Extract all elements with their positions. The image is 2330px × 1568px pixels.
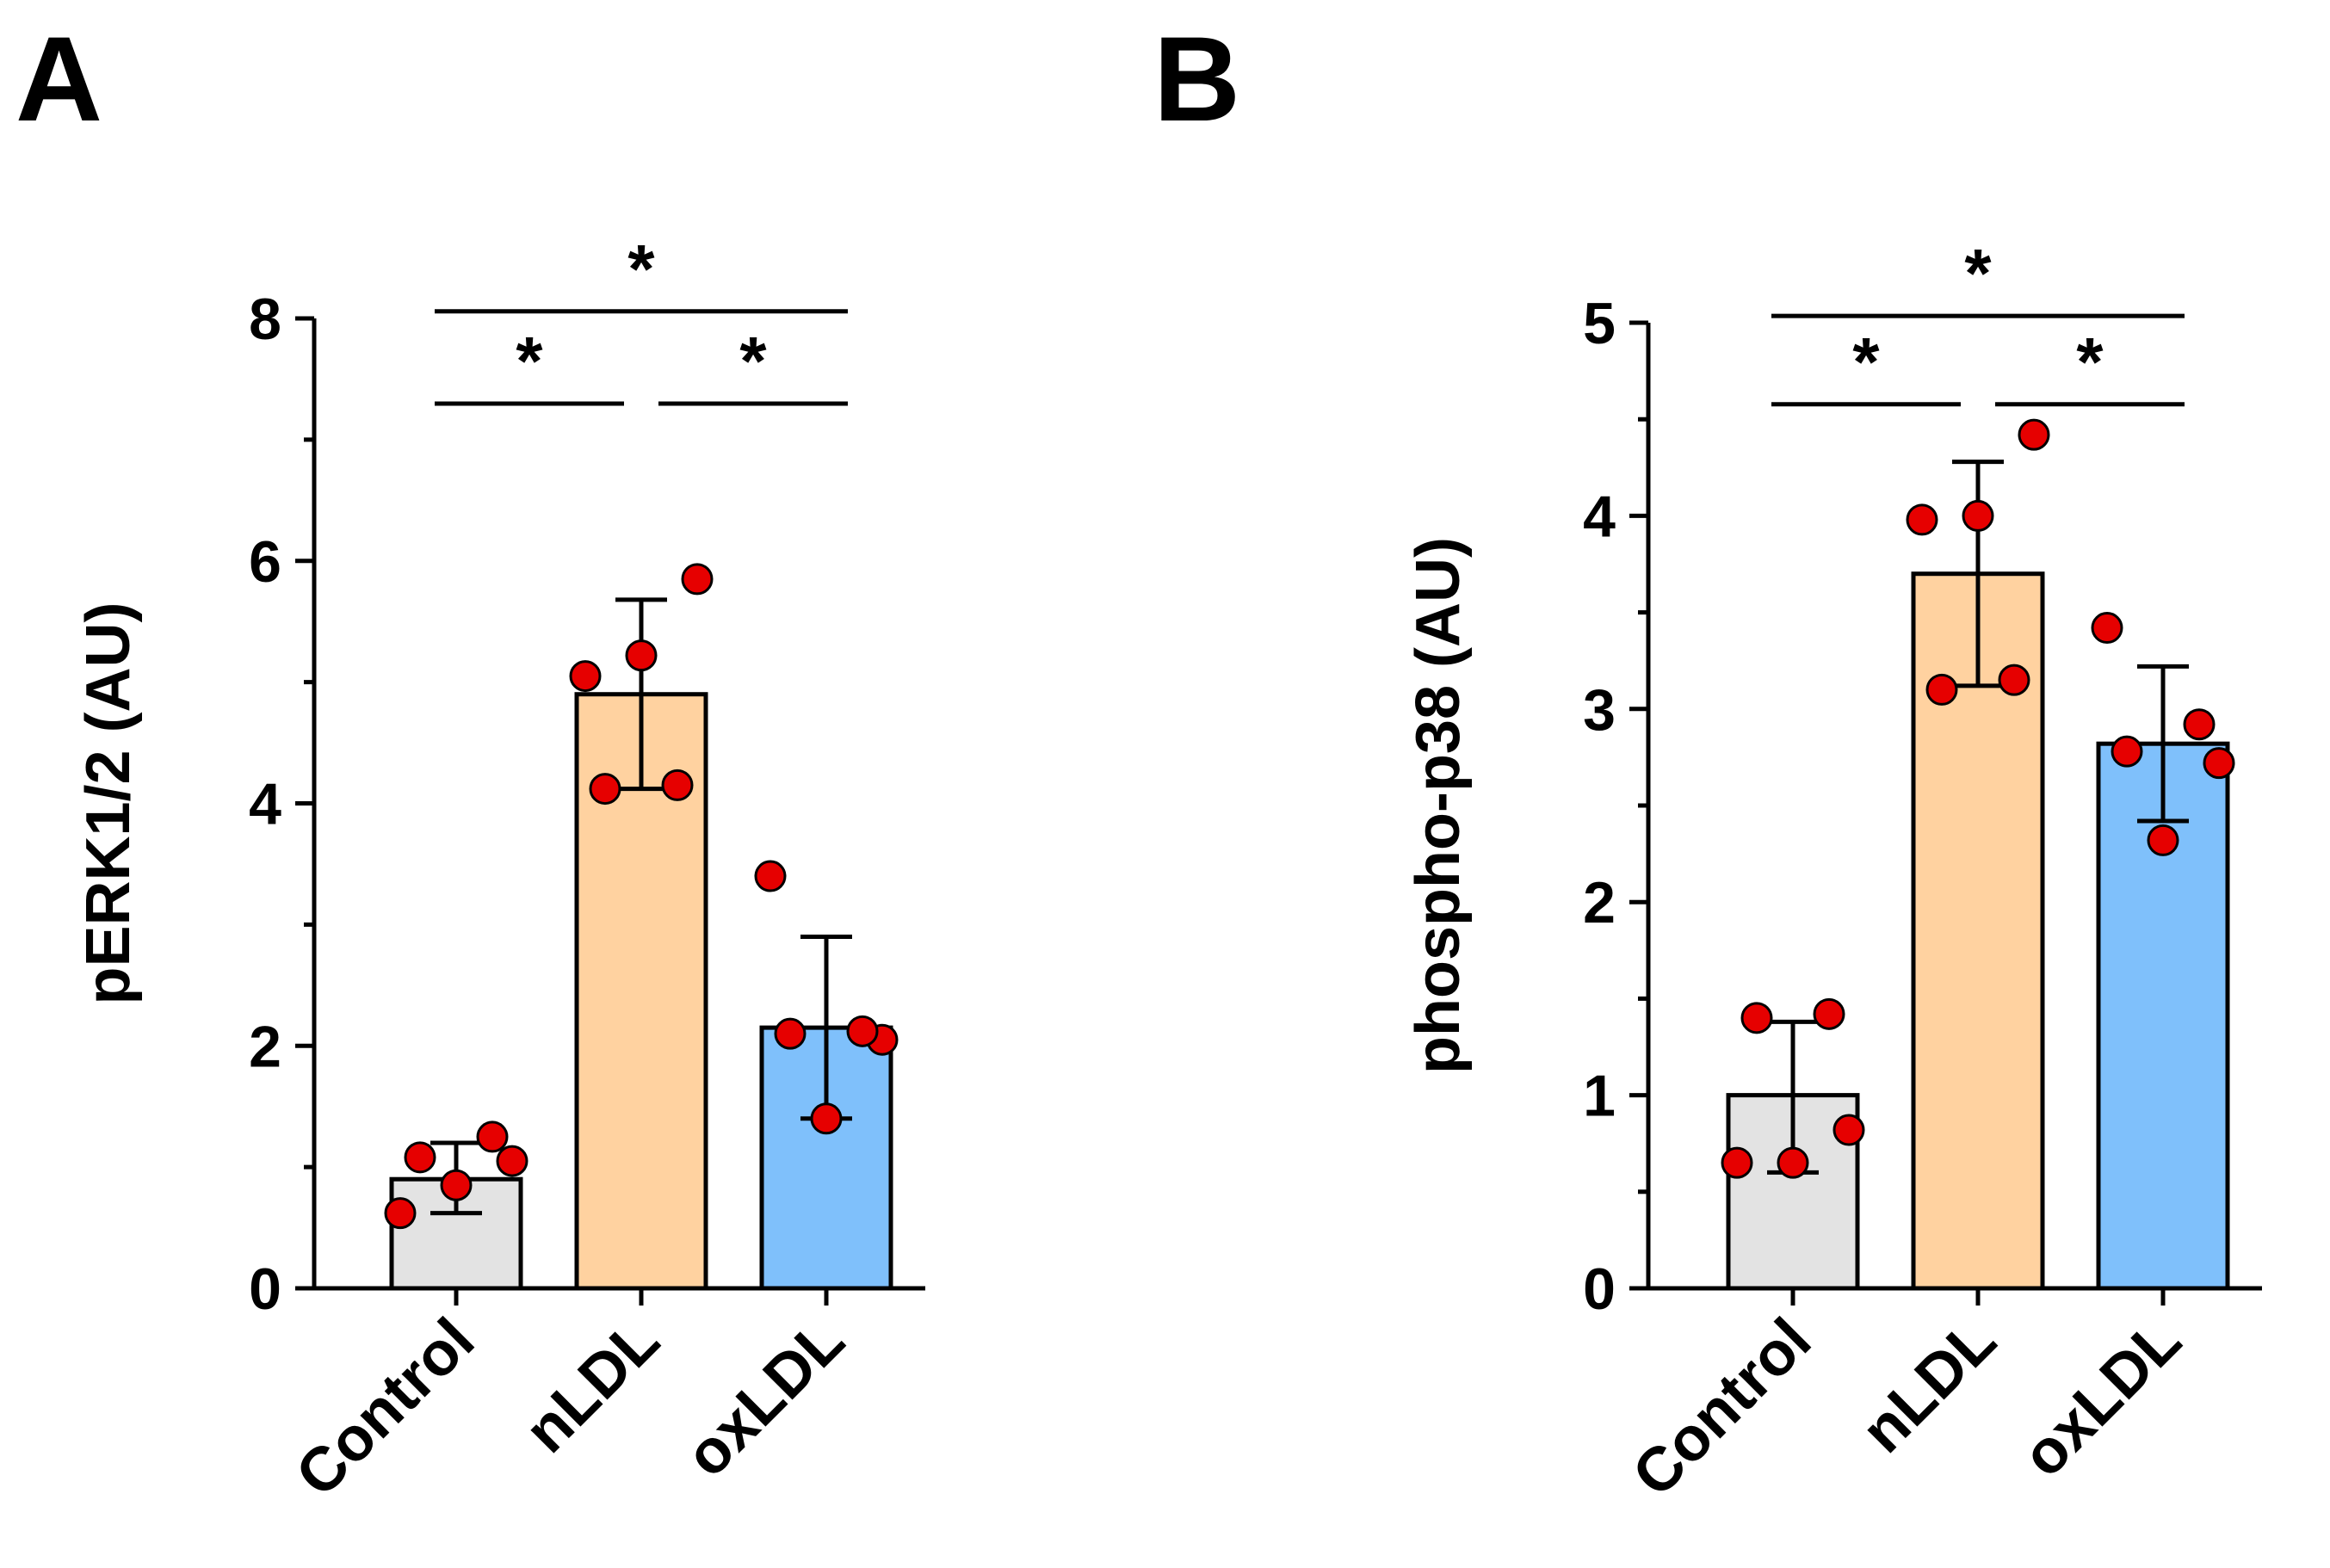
significance-star: * <box>1852 324 1880 400</box>
y-tick-label: 1 <box>1583 1064 1616 1129</box>
x-tick-label-nldl: nLDL <box>1849 1306 2010 1466</box>
y-tick-label: 8 <box>249 287 281 352</box>
data-point <box>810 1102 843 1135</box>
significance-star: * <box>2076 324 2104 400</box>
data-point <box>2111 735 2143 768</box>
x-tick-label-oxldl: oxLDL <box>2009 1306 2194 1491</box>
data-point <box>2091 612 2123 645</box>
y-tick-label: 0 <box>249 1256 281 1322</box>
data-point <box>1777 1146 1809 1179</box>
error-bar-oxldl <box>2137 664 2189 824</box>
data-point <box>404 1141 436 1174</box>
data-point <box>846 1015 879 1047</box>
data-point <box>496 1145 528 1177</box>
panel-label-b: B <box>1153 11 1240 146</box>
data-point <box>2183 708 2216 741</box>
y-tick-label: 6 <box>249 529 281 595</box>
y-axis-label: pERK1/2 (AU) <box>74 602 143 1004</box>
significance-star: * <box>516 323 543 399</box>
data-point <box>1962 499 1994 532</box>
data-point <box>681 563 714 596</box>
significance-bracket: * <box>1995 324 2185 407</box>
y-axis-label: phospho-p38 (AU) <box>1404 537 1473 1074</box>
data-point <box>589 773 621 806</box>
significance-star: * <box>627 231 655 307</box>
data-point <box>774 1017 807 1050</box>
data-point <box>1813 997 1845 1030</box>
y-tick-label: 4 <box>249 772 281 837</box>
panel-label-a: A <box>15 11 102 146</box>
significance-bracket: * <box>1771 235 2185 318</box>
data-point <box>625 639 658 672</box>
significance-bracket: * <box>435 323 624 406</box>
data-point <box>384 1197 417 1230</box>
x-tick-label-nldl: nLDL <box>512 1306 673 1466</box>
y-tick-label: 0 <box>1583 1256 1616 1322</box>
data-point <box>1832 1114 1865 1146</box>
significance-bracket: * <box>435 231 848 314</box>
significance-bracket: * <box>658 323 848 406</box>
y-tick-label: 2 <box>1583 870 1616 935</box>
data-point <box>569 660 602 693</box>
y-tick-label: 5 <box>1583 291 1616 356</box>
y-tick-label: 2 <box>249 1014 281 1079</box>
significance-star: * <box>1964 235 1992 312</box>
chart-panel-a: 0 2 4 6 8 pERK1/2 (AU) Control nLDL oxLDL * * * <box>74 231 925 1510</box>
error-bar-nldl <box>1952 460 2004 688</box>
data-point <box>2018 418 2050 451</box>
x-tick-label-control: Control <box>283 1306 488 1510</box>
significance-bracket: * <box>1771 324 1961 407</box>
data-point <box>1906 503 1938 536</box>
data-point <box>754 860 787 892</box>
data-point <box>1740 1002 1773 1034</box>
error-bar-nldl <box>615 597 667 792</box>
chart-panel-b: 0 1 2 3 4 5 phospho-p38 (AU) Control nLDL oxLDL * *… <box>1404 235 2262 1509</box>
data-point <box>1925 673 1958 706</box>
x-tick-label-oxldl: oxLDL <box>672 1306 857 1491</box>
significance-star: * <box>739 323 767 399</box>
data-point <box>1998 664 2030 696</box>
data-point <box>661 769 694 801</box>
data-point <box>1721 1146 1753 1179</box>
y-tick-label: 3 <box>1583 677 1616 743</box>
data-point <box>2203 747 2235 780</box>
y-tick-label: 4 <box>1583 484 1616 549</box>
data-point <box>476 1120 509 1153</box>
data-point <box>440 1169 473 1201</box>
x-tick-label-control: Control <box>1620 1306 1825 1510</box>
data-point <box>2147 824 2179 856</box>
